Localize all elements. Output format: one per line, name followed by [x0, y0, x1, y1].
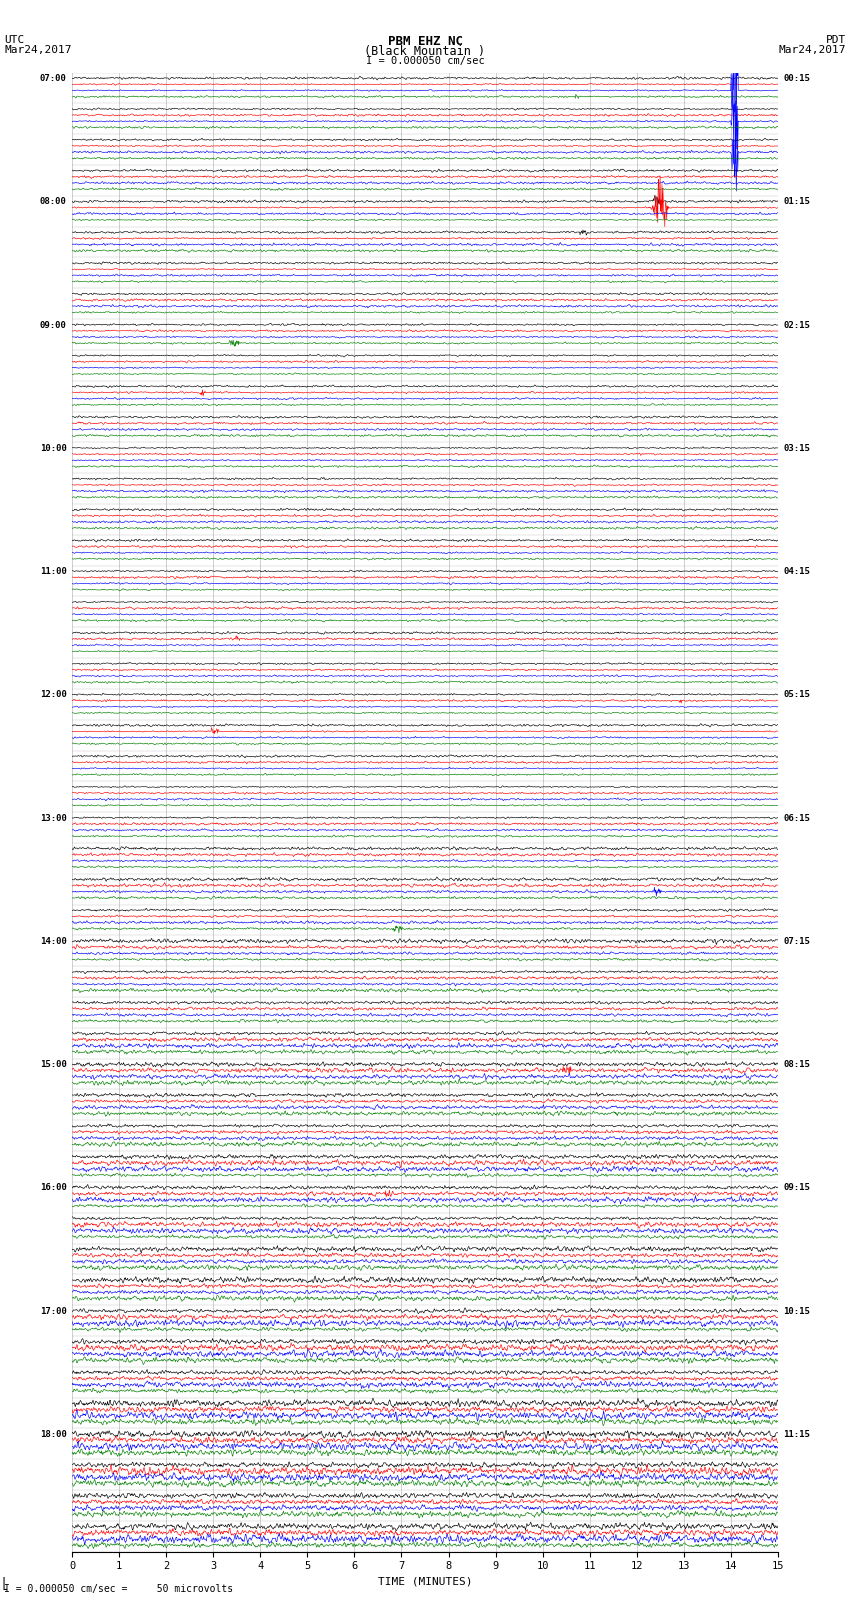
Text: 09:15: 09:15 [784, 1184, 810, 1192]
X-axis label: TIME (MINUTES): TIME (MINUTES) [377, 1578, 473, 1587]
Text: 17:00: 17:00 [40, 1307, 66, 1316]
Text: I = 0.000050 cm/sec: I = 0.000050 cm/sec [366, 56, 484, 66]
Text: 08:15: 08:15 [784, 1060, 810, 1069]
Text: ⎣: ⎣ [2, 1578, 8, 1590]
Text: 03:15: 03:15 [784, 444, 810, 453]
Text: 09:00: 09:00 [40, 321, 66, 329]
Text: 12:00: 12:00 [40, 690, 66, 700]
Text: 04:15: 04:15 [784, 568, 810, 576]
Text: 14:00: 14:00 [40, 937, 66, 945]
Text: 15:00: 15:00 [40, 1060, 66, 1069]
Text: PBM EHZ NC: PBM EHZ NC [388, 35, 462, 48]
Text: 10:15: 10:15 [784, 1307, 810, 1316]
Text: I = 0.000050 cm/sec =     50 microvolts: I = 0.000050 cm/sec = 50 microvolts [4, 1584, 234, 1594]
Text: 11:00: 11:00 [40, 568, 66, 576]
Text: UTC: UTC [4, 35, 25, 45]
Text: (Black Mountain ): (Black Mountain ) [365, 45, 485, 58]
Text: 16:00: 16:00 [40, 1184, 66, 1192]
Text: 05:15: 05:15 [784, 690, 810, 700]
Text: Mar24,2017: Mar24,2017 [4, 45, 71, 55]
Text: 13:00: 13:00 [40, 813, 66, 823]
Text: 02:15: 02:15 [784, 321, 810, 329]
Text: 10:00: 10:00 [40, 444, 66, 453]
Text: 06:15: 06:15 [784, 813, 810, 823]
Text: 01:15: 01:15 [784, 197, 810, 206]
Text: 11:15: 11:15 [784, 1431, 810, 1439]
Text: 08:00: 08:00 [40, 197, 66, 206]
Text: Mar24,2017: Mar24,2017 [779, 45, 846, 55]
Text: 07:00: 07:00 [40, 74, 66, 84]
Text: 18:00: 18:00 [40, 1431, 66, 1439]
Text: PDT: PDT [825, 35, 846, 45]
Text: 00:15: 00:15 [784, 74, 810, 84]
Text: 07:15: 07:15 [784, 937, 810, 945]
